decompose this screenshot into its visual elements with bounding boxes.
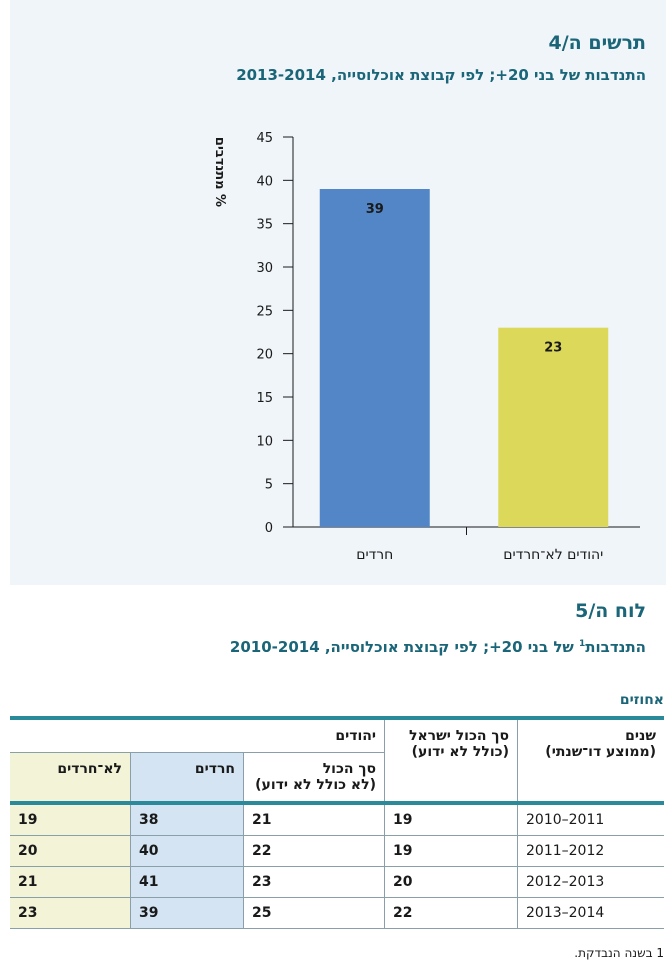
cell-nonharedi: 19 — [10, 803, 131, 836]
y-tick-label: 0 — [265, 521, 273, 536]
header-jews: יהודים — [10, 716, 385, 753]
y-tick-label: 35 — [256, 218, 273, 233]
cell-years: 2011–2010 — [517, 803, 664, 836]
y-axis-label: % מתנדבים — [212, 137, 227, 207]
header-total-israel-label: סך הכול ישראל — [408, 728, 509, 744]
cell-years: 2014–2013 — [517, 897, 664, 929]
cell-haredi: 40 — [130, 835, 244, 867]
header-years-label: שנים — [625, 728, 656, 744]
y-tick-label: 20 — [256, 348, 273, 363]
table-row: 2013–2012 20 23 41 21 — [10, 866, 664, 898]
data-label: 39 — [366, 202, 384, 217]
figure-subtitle: התנדבות של בני 20+; לפי קבוצת אוכלוסייה,… — [236, 66, 646, 84]
table-subtitle: התנדבות1 של בני 20+; לפי קבוצת אוכלוסייה… — [230, 638, 646, 656]
bar — [319, 189, 430, 527]
cell-jews-total: 25 — [243, 897, 385, 929]
cell-total-israel: 20 — [384, 866, 518, 898]
cell-haredi: 41 — [130, 866, 244, 898]
header-haredi: חרדים — [130, 752, 244, 805]
header-years-note: (ממוצע דו־שנתי) — [545, 744, 656, 760]
table-row: 2011–2010 19 21 38 19 — [10, 803, 664, 836]
bar-chart: 0 5 10 15 20 25 30 35 40 45 39 חרדים 23 יהודים לא־חרד… — [212, 131, 640, 563]
table-subtitle-rest: של בני 20+; לפי קבוצת אוכלוסייה, 2010-20… — [229, 638, 580, 656]
figure-title: תרשים ה/4 — [548, 32, 647, 54]
cell-nonharedi: 21 — [10, 866, 131, 898]
x-tick-label: יהודים לא־חרדים — [503, 547, 603, 563]
y-tick-label: 5 — [265, 478, 273, 493]
y-tick-label: 40 — [256, 174, 273, 189]
x-tick-label: חרדים — [356, 547, 393, 563]
cell-total-israel: 22 — [384, 897, 518, 929]
table-row: 2014–2013 22 25 39 23 — [10, 897, 664, 929]
table-title: לוח ה/5 — [575, 600, 646, 622]
y-tick-label: 25 — [256, 304, 273, 319]
header-total-israel: סך הכול ישראל (כולל לא ידוע) — [384, 716, 518, 805]
table-footnote: 1 בשנה הנבדקת. — [574, 946, 664, 960]
header-jews-total: סך הכול (לא כולל לא ידוע) — [243, 752, 385, 805]
header-years: שנים (ממוצע דו־שנתי) — [517, 716, 664, 805]
data-label: 23 — [544, 341, 562, 356]
y-tick-label: 15 — [256, 391, 273, 406]
header-jews-total-note: (לא כולל לא ידוע) — [255, 777, 376, 793]
y-tick-label: 45 — [256, 131, 273, 146]
cell-jews-total: 21 — [243, 803, 385, 836]
cell-total-israel: 19 — [384, 835, 518, 867]
cell-nonharedi: 20 — [10, 835, 131, 867]
cell-haredi: 38 — [130, 803, 244, 836]
cell-total-israel: 19 — [384, 803, 518, 836]
cell-jews-total: 22 — [243, 835, 385, 867]
header-total-israel-note: (כולל לא ידוע) — [411, 744, 509, 760]
y-tick-label: 10 — [256, 434, 273, 449]
cell-nonharedi: 23 — [10, 897, 131, 929]
cell-haredi: 39 — [130, 897, 244, 929]
y-tick-label: 30 — [256, 261, 273, 276]
cell-years: 2013–2012 — [517, 866, 664, 898]
table-subtitle-main: התנדבות — [585, 638, 646, 656]
cell-jews-total: 23 — [243, 866, 385, 898]
cell-years: 2012–2011 — [517, 835, 664, 867]
table-unit: אחוזים — [619, 692, 664, 708]
footnote-marker: 1 — [579, 639, 586, 649]
table-row: 2012–2011 19 22 40 20 — [10, 835, 664, 867]
data-table: שנים (ממוצע דו־שנתי) סך הכול ישראל (כולל… — [10, 716, 664, 929]
header-jews-total-label: סך הכול — [322, 761, 376, 777]
bar — [498, 327, 609, 527]
header-nonharedi: לא־חרדים — [10, 752, 131, 805]
